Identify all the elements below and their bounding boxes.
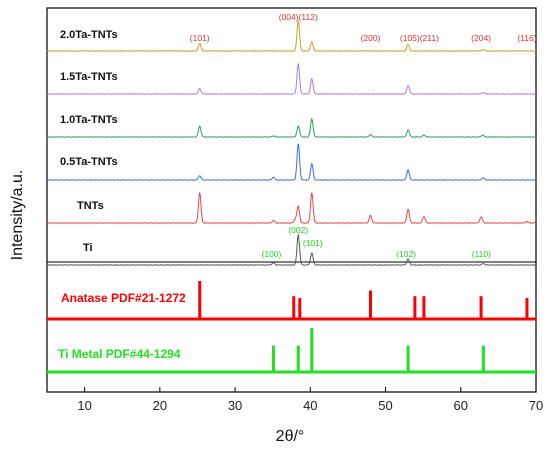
x-tick-label: 20 <box>153 398 167 413</box>
series-label: Ti <box>83 242 93 254</box>
series-line-2-0ta-tnts <box>47 19 537 52</box>
hkl-label-anatase: (105)(211) <box>400 33 439 43</box>
hkl-label-anatase: (116) <box>517 33 536 43</box>
plot-frame <box>46 7 537 393</box>
hkl-label-ti: (100) <box>262 249 282 259</box>
y-axis-title: Intensity/a.u. <box>9 170 26 261</box>
hkl-label-anatase: (101) <box>190 33 210 43</box>
series-label: 0.5Ta-TNTs <box>60 156 118 168</box>
xrd-traces <box>47 19 537 374</box>
x-axis-title: 2θ/° <box>276 428 305 445</box>
hkl-label-ti: (102) <box>396 249 416 259</box>
series-line-1-5ta-tnts <box>47 62 536 95</box>
series-labels: 2.0Ta-TNTs 1.5Ta-TNTs 1.0Ta-TNTs 0.5Ta-TNTs… <box>58 29 186 361</box>
x-tick-label: 50 <box>378 398 392 413</box>
reference-label: Ti Metal PDF#44-1294 <box>58 347 181 361</box>
reference-label: Anatase PDF#21-1272 <box>61 291 186 305</box>
hkl-label-ti: (002) <box>288 225 308 235</box>
hkl-label-anatase: (204) <box>471 33 491 43</box>
series-label: TNTs <box>77 200 104 212</box>
series-label: 1.5Ta-TNTs <box>60 71 118 83</box>
hkl-annotations: (101) (004)(112) (200) (105)(211) (204) (116)… <box>190 12 537 259</box>
x-tick-label: 30 <box>228 398 242 413</box>
series-line-0-5ta-tnts <box>47 143 537 181</box>
x-tick-label: 10 <box>77 398 91 413</box>
hkl-label-anatase: (200) <box>361 33 381 43</box>
x-tick-label: 60 <box>454 398 468 413</box>
x-axis: 10 20 30 40 50 60 70 <box>77 387 543 413</box>
x-tick-label: 70 <box>529 398 543 413</box>
series-label: 2.0Ta-TNTs <box>60 29 118 41</box>
series-line-ti <box>47 233 537 266</box>
hkl-label-anatase: (004)(112) <box>279 12 318 22</box>
x-tick-label: 40 <box>303 398 317 413</box>
hkl-label-ti: (101) <box>303 238 323 248</box>
series-line-tnts <box>47 191 536 224</box>
hkl-label-ti: (110) <box>472 249 491 259</box>
series-label: 1.0Ta-TNTs <box>60 114 118 126</box>
series-line-1-0ta-tnts <box>47 117 537 138</box>
